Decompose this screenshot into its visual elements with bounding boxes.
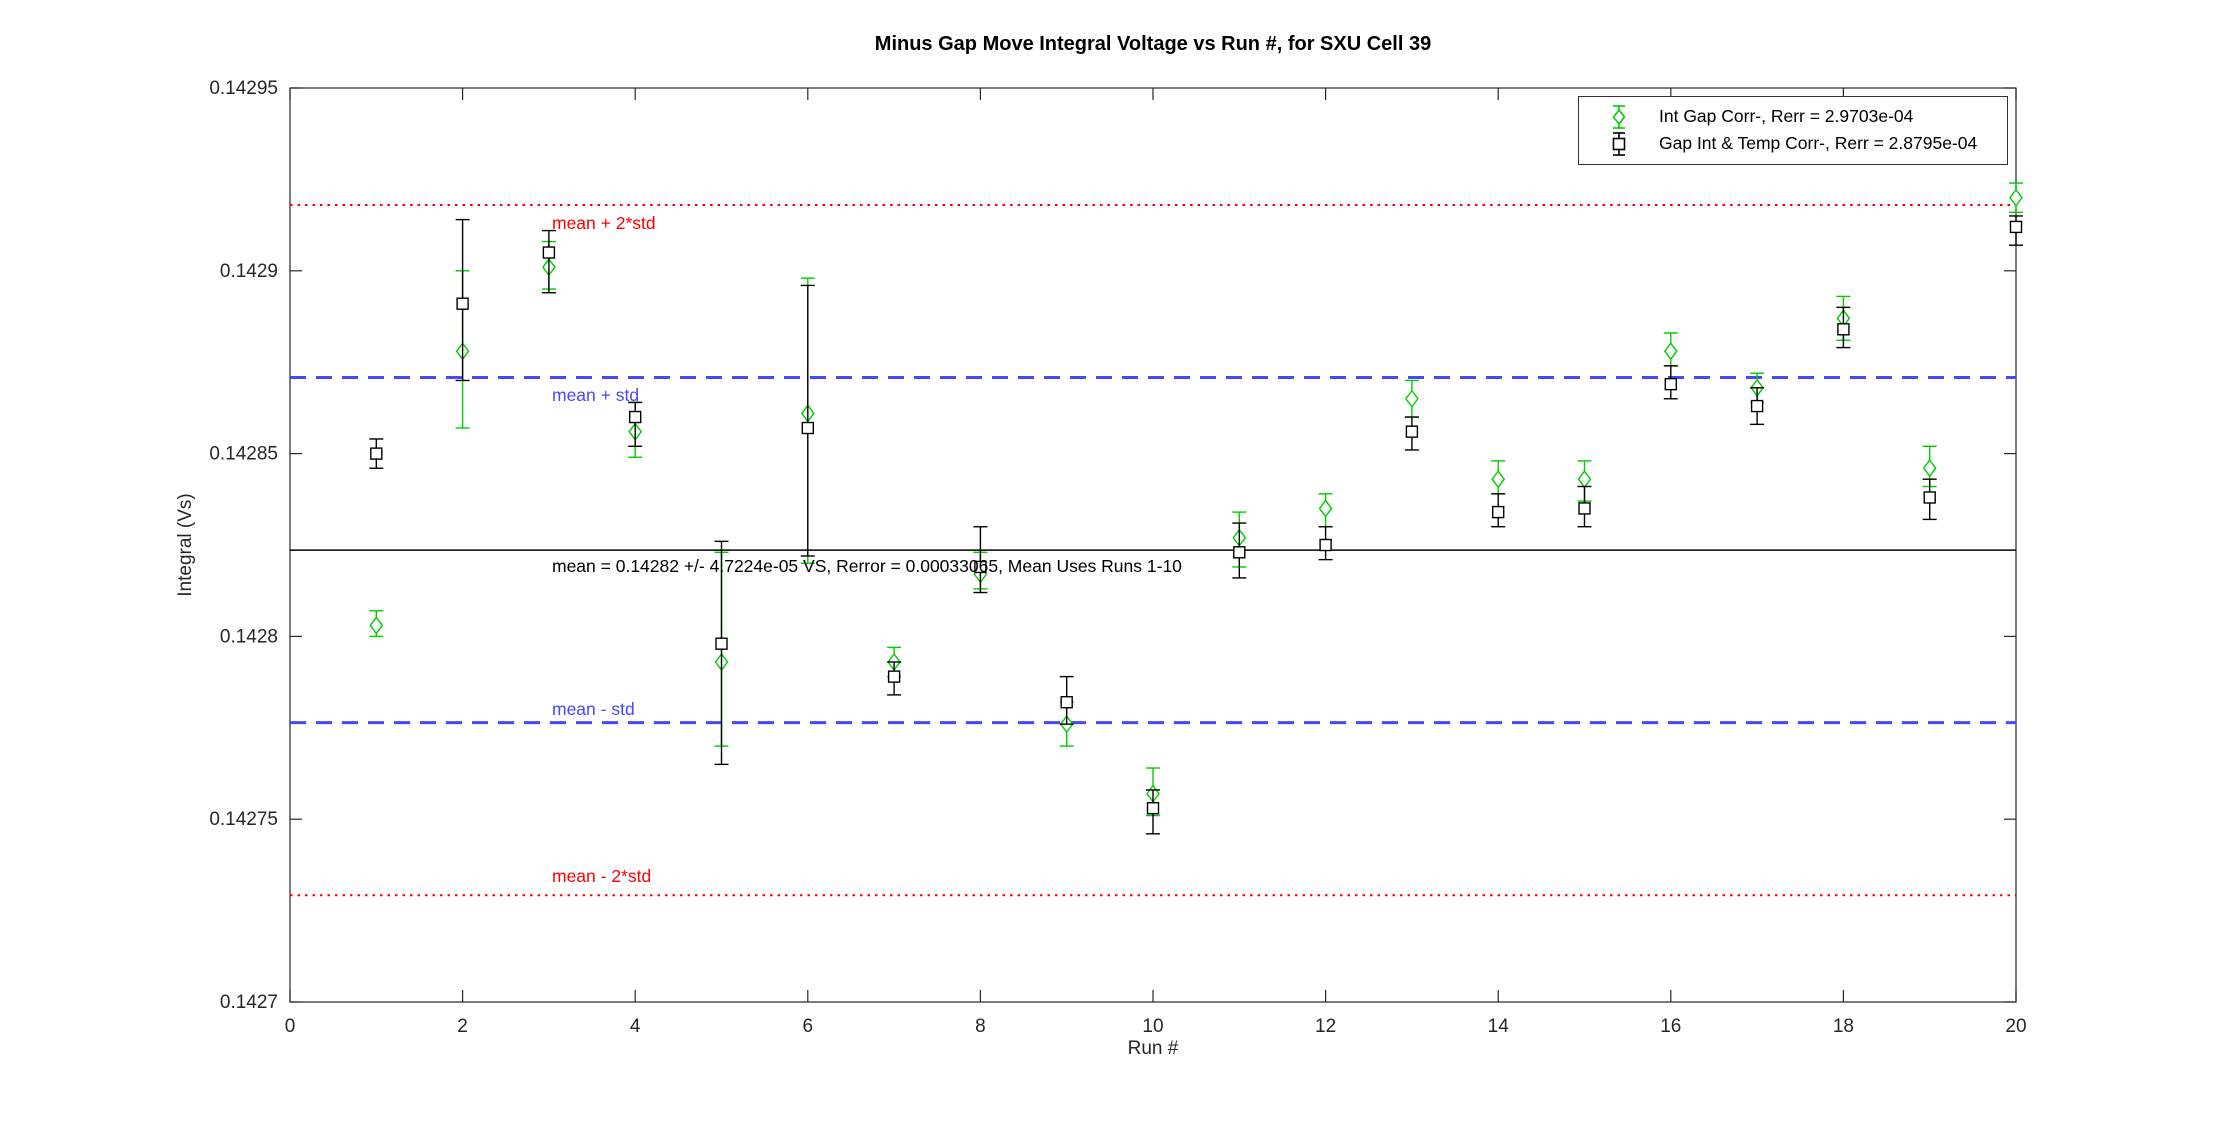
marker-diamond-run-19 <box>1922 459 1937 478</box>
errorbar-s1-run-12 <box>1318 526 1333 561</box>
errorbar-s1-run-15 <box>1577 485 1592 528</box>
x-tick-label-14: 14 <box>1488 1016 1510 1037</box>
errorbar-s0-run-20 <box>2009 182 2023 214</box>
marker-square-run-4 <box>629 410 642 424</box>
y-tick-label-0.14295: 0.14295 <box>209 78 278 99</box>
marker-square-run-9 <box>1060 696 1073 709</box>
y-tick-label-0.14285: 0.14285 <box>209 444 278 465</box>
y-tick-label-0.1427: 0.1427 <box>220 992 278 1013</box>
legend-entry-int-gap-corr: Int Gap Corr-, Rerr = 2.9703e-04 <box>1579 103 2007 130</box>
y-tick-label-0.1429: 0.1429 <box>220 261 278 282</box>
x-tick-label-10: 10 <box>1142 1016 1163 1037</box>
errorbar-s0-run-13 <box>1404 379 1419 418</box>
marker-square-run-15 <box>1578 502 1591 515</box>
marker-diamond-run-1 <box>369 616 384 635</box>
errorbar-s1-run-19 <box>1922 478 1937 521</box>
marker-square-run-20 <box>2009 220 2023 234</box>
errorbar-s1-run-17 <box>1750 387 1765 426</box>
marker-diamond-run-14 <box>1491 470 1506 489</box>
errorbar-s1-run-10 <box>1146 789 1160 835</box>
legend-marker-square-icon <box>1579 131 1659 157</box>
errorbar-s1-run-7 <box>887 661 902 696</box>
legend-label: Gap Int & Temp Corr-, Rerr = 2.8795e-04 <box>1659 133 1978 153</box>
marker-square-run-17 <box>1750 399 1764 413</box>
x-tick-label-12: 12 <box>1315 1016 1336 1037</box>
marker-diamond-run-15 <box>1577 470 1592 489</box>
marker-square-run-10 <box>1146 802 1160 815</box>
x-tick-label-2: 2 <box>457 1016 468 1037</box>
errorbar-s1-run-9 <box>1059 675 1074 725</box>
ref-label-mean-plus-std: mean + std <box>552 385 640 405</box>
legend-label: Int Gap Corr-, Rerr = 2.9703e-04 <box>1659 106 1914 126</box>
errorbar-s0-run-14 <box>1491 460 1506 495</box>
y-axis-label: Integral (Vs) <box>175 493 196 597</box>
errorbar-s1-run-11 <box>1232 522 1247 579</box>
marker-diamond-run-16 <box>1663 342 1678 361</box>
x-tick-label-4: 4 <box>630 1016 641 1037</box>
series-0 <box>369 182 2023 817</box>
plot-box <box>289 87 2017 1003</box>
errorbar-s1-run-6 <box>800 284 815 557</box>
marker-square-run-3 <box>542 246 556 259</box>
series-1 <box>369 215 2023 835</box>
errorbar-s1-run-1 <box>369 438 384 469</box>
errorbar-s1-run-18 <box>1836 306 1851 349</box>
errorbar-s1-run-20 <box>2009 215 2023 246</box>
marker-diamond-run-12 <box>1318 499 1333 518</box>
errorbar-s0-run-1 <box>369 610 384 638</box>
ref-label-mean-plus-2std: mean + 2*std <box>552 213 656 233</box>
marker-square-run-7 <box>887 670 901 683</box>
marker-square-run-19 <box>1923 491 1936 504</box>
marker-square-run-13 <box>1405 425 1419 438</box>
errorbar-s0-run-12 <box>1318 493 1333 528</box>
x-axis-label: Run # <box>1127 1038 1179 1059</box>
errorbar-s1-run-16 <box>1663 365 1678 400</box>
marker-square-run-1 <box>370 447 383 460</box>
marker-square-run-18 <box>1837 323 1850 336</box>
marker-square-run-8 <box>974 560 987 574</box>
x-tick-label-6: 6 <box>803 1016 814 1037</box>
ref-label-mean-minus-std: mean - std <box>552 699 635 719</box>
ref-label-mean-minus-2std: mean - 2*std <box>552 866 652 886</box>
marker-square-run-5 <box>715 637 728 650</box>
legend-box: Int Gap Corr-, Rerr = 2.9703e-04 Gap Int… <box>1578 96 2008 165</box>
mean-annotation: mean = 0.14282 +/- 4.7224e-05 VS, Rerror… <box>552 556 1182 576</box>
plot-title: Minus Gap Move Integral Voltage vs Run #… <box>874 33 1432 55</box>
errorbar-s1-run-4 <box>628 401 643 447</box>
legend-entry-gap-int-temp-corr: Gap Int & Temp Corr-, Rerr = 2.8795e-04 <box>1579 130 2007 157</box>
y-tick-label-0.14275: 0.14275 <box>209 809 278 830</box>
errorbar-s1-run-8 <box>973 526 988 594</box>
errorbar-s1-run-14 <box>1491 493 1506 528</box>
marker-square-run-16 <box>1664 377 1678 391</box>
x-tick-label-16: 16 <box>1660 1016 1681 1037</box>
marker-square-run-12 <box>1319 538 1332 552</box>
errorbar-s1-run-3 <box>541 229 556 294</box>
errorbar-s0-run-16 <box>1663 332 1678 367</box>
errorbar-s1-run-13 <box>1404 416 1419 451</box>
x-tick-label-8: 8 <box>975 1016 986 1037</box>
errorbar-s1-run-5 <box>714 540 729 766</box>
marker-diamond-run-20 <box>2009 188 2023 207</box>
x-tick-label-18: 18 <box>1833 1016 1854 1037</box>
errorbar-s1-run-2 <box>455 218 470 382</box>
legend-marker-diamond-icon <box>1579 104 1659 130</box>
marker-square-run-11 <box>1233 546 1246 559</box>
x-tick-label-0: 0 <box>285 1016 296 1037</box>
marker-square-run-14 <box>1491 505 1505 519</box>
marker-square-run-6 <box>801 421 814 435</box>
marker-diamond-run-13 <box>1405 389 1419 408</box>
x-tick-label-20: 20 <box>2005 1016 2026 1037</box>
marker-square-run-2 <box>456 297 469 310</box>
y-tick-label-0.1428: 0.1428 <box>220 626 278 647</box>
